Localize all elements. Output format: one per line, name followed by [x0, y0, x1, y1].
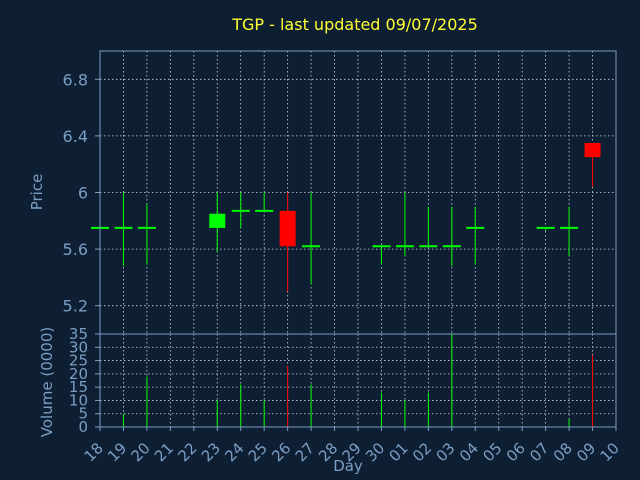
candle-19 — [114, 192, 133, 267]
price-y-tick-label: 6.4 — [63, 127, 88, 146]
price-axis-label: Price — [28, 174, 46, 211]
candle-27 — [302, 192, 321, 285]
x-tick-label: 25 — [245, 439, 271, 465]
candle-01 — [395, 192, 414, 257]
price-y-ticks: 5.2 5.6 6 6.4 6.8 — [63, 70, 100, 316]
volume-axis-label: Volume (0000) — [38, 327, 56, 437]
x-tick-label: 05 — [479, 439, 505, 465]
candle-25 — [255, 192, 274, 212]
candle-04 — [466, 206, 485, 265]
candle-26 — [279, 192, 296, 292]
price-y-tick-label: 5.6 — [63, 240, 88, 259]
x-tick-label: 02 — [409, 439, 435, 465]
x-tick-label: 01 — [386, 439, 412, 465]
x-tick-label: 08 — [550, 439, 576, 465]
price-y-tick-label: 6.8 — [63, 70, 88, 89]
volume-y-tick-label: 10 — [69, 391, 88, 409]
x-axis-label: Day — [333, 457, 363, 475]
x-tick-label: 09 — [573, 439, 599, 465]
x-tick-label: 19 — [104, 439, 130, 465]
x-tick-label: 22 — [174, 439, 200, 465]
x-tick-label: 20 — [128, 439, 154, 465]
x-tick-label: 27 — [292, 439, 318, 465]
x-tick-label: 03 — [432, 439, 458, 465]
candle-23 — [209, 192, 226, 252]
x-tick-label: 30 — [362, 439, 388, 465]
x-tick-label: 18 — [81, 439, 107, 465]
x-tick-label: 06 — [503, 439, 529, 465]
volume-y-tick-label: 0 — [78, 418, 88, 436]
volume-grid — [99, 333, 617, 428]
chart-title: TGP - last updated 09/07/2025 — [231, 15, 478, 34]
candle-07 — [536, 226, 555, 231]
x-tick-label: 21 — [151, 439, 177, 465]
volume-bars — [122, 334, 594, 427]
candle-09 — [584, 142, 601, 187]
price-candles — [91, 142, 601, 292]
candle-08 — [560, 206, 579, 257]
x-tick-label: 24 — [221, 439, 247, 465]
x-tick-label: 10 — [597, 439, 623, 465]
volume-panel-frame — [99, 333, 617, 428]
volume-y-tick-label: 35 — [69, 325, 88, 343]
volume-y-tick-label: 25 — [69, 352, 88, 370]
price-y-tick-label: 6 — [78, 184, 88, 203]
volume-y-tick-label: 15 — [69, 378, 88, 396]
volume-y-tick-label: 20 — [69, 365, 88, 383]
x-tick-label: 23 — [198, 439, 224, 465]
candle-02 — [419, 206, 438, 248]
x-tick-label: 07 — [526, 439, 552, 465]
x-tick-label: 26 — [268, 439, 294, 465]
candle-body — [279, 210, 296, 247]
volume-y-tick-label: 5 — [78, 405, 88, 423]
x-tick-label: 04 — [456, 439, 482, 465]
candle-30 — [372, 245, 391, 265]
volume-y-tick-label: 30 — [69, 338, 88, 356]
candle-body — [209, 213, 226, 228]
candle-03 — [442, 206, 461, 267]
candle-24 — [231, 192, 250, 228]
candle-body — [584, 142, 601, 158]
price-y-tick-label: 5.2 — [63, 297, 88, 316]
price-grid — [99, 51, 617, 334]
candle-20 — [137, 203, 156, 265]
